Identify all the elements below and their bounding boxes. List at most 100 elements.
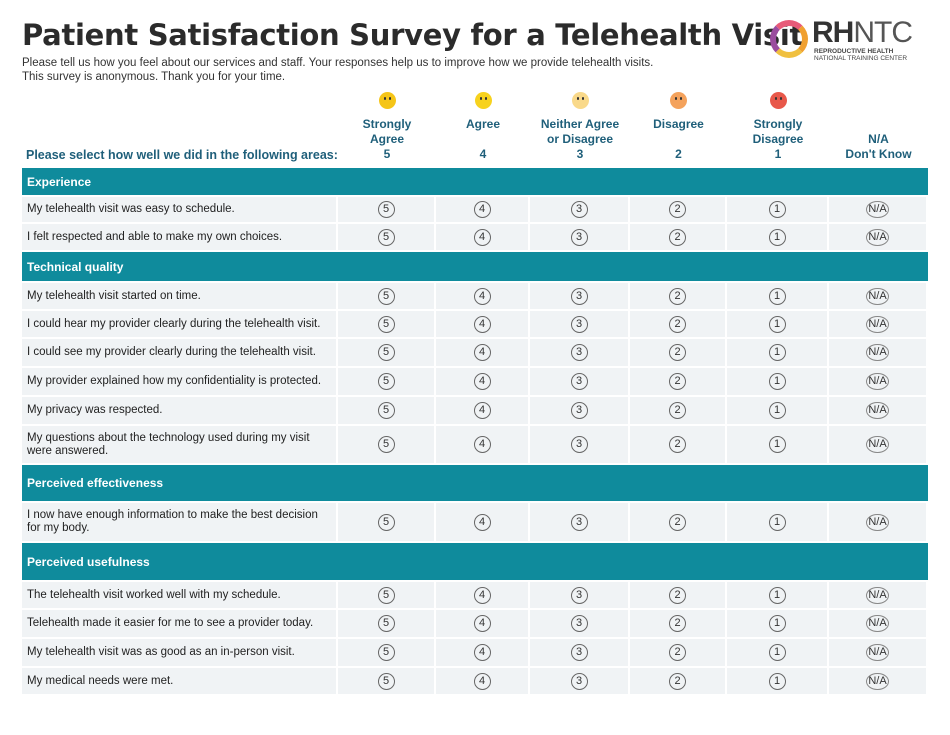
scale-value: Don't Know (845, 147, 912, 161)
answer-option-2[interactable]: 2 (669, 513, 686, 531)
answer-cell: 5 (338, 668, 436, 694)
answer-option-5[interactable]: 5 (377, 315, 395, 333)
answer-option-2[interactable]: 2 (669, 228, 686, 246)
answer-cell: N/A (829, 639, 928, 666)
answer-option-2[interactable]: 2 (669, 615, 686, 632)
answer-option-3[interactable]: 3 (570, 228, 588, 246)
answer-option-3[interactable]: 3 (570, 402, 588, 419)
answer-option-4[interactable]: 4 (473, 513, 491, 531)
answer-option-5[interactable]: 5 (377, 644, 395, 661)
answer-option-1[interactable]: 1 (768, 373, 786, 390)
scale-label: Agree (369, 132, 404, 146)
answer-option-2[interactable]: 2 (669, 672, 686, 690)
answer-option-1[interactable]: 1 (768, 644, 786, 661)
answer-option-1[interactable]: 1 (768, 436, 786, 453)
answer-option-1[interactable]: 1 (768, 402, 786, 419)
answer-option-2[interactable]: 2 (669, 287, 686, 305)
answer-option-2[interactable]: 2 (669, 373, 686, 390)
answer-option-3[interactable]: 3 (570, 436, 588, 453)
answer-option-2[interactable]: 2 (669, 344, 686, 361)
answer-cell: 2 (630, 311, 727, 337)
answer-option-5[interactable]: 5 (377, 287, 395, 305)
answer-option-1[interactable]: 1 (768, 315, 786, 333)
answer-option-3[interactable]: 3 (570, 344, 588, 361)
answer-option-na[interactable]: N/A (866, 436, 889, 453)
answer-cell: N/A (829, 503, 928, 541)
answer-option-1[interactable]: 1 (768, 344, 786, 361)
question-row: I could hear my provider clearly during … (22, 311, 928, 339)
answer-option-4[interactable]: 4 (473, 344, 491, 361)
answer-option-1[interactable]: 1 (768, 586, 786, 604)
answer-option-4[interactable]: 4 (473, 586, 491, 604)
answer-option-na[interactable]: N/A (866, 672, 889, 690)
answer-cell: 5 (338, 610, 436, 637)
answer-option-4[interactable]: 4 (473, 201, 491, 218)
question-row: I could see my provider clearly during t… (22, 339, 928, 368)
answer-option-3[interactable]: 3 (570, 201, 588, 218)
answer-option-na[interactable]: N/A (866, 344, 889, 361)
scale-value: 5 (383, 147, 391, 161)
answer-option-5[interactable]: 5 (377, 672, 395, 690)
answer-option-2[interactable]: 2 (669, 315, 686, 333)
answer-option-3[interactable]: 3 (570, 615, 588, 632)
answer-option-1[interactable]: 1 (768, 201, 786, 218)
answer-option-4[interactable]: 4 (473, 436, 491, 453)
answer-option-2[interactable]: 2 (669, 586, 686, 604)
answer-option-5[interactable]: 5 (377, 344, 395, 361)
answer-option-2[interactable]: 2 (669, 201, 686, 218)
answer-option-4[interactable]: 4 (473, 315, 491, 333)
answer-option-4[interactable]: 4 (473, 373, 491, 390)
answer-option-5[interactable]: 5 (377, 228, 395, 246)
answer-option-na[interactable]: N/A (866, 586, 889, 604)
answer-option-3[interactable]: 3 (570, 373, 588, 390)
answer-option-5[interactable]: 5 (377, 373, 395, 390)
answer-option-3[interactable]: 3 (570, 315, 588, 333)
answer-option-2[interactable]: 2 (669, 402, 686, 419)
scale-label: Strongly (362, 117, 412, 131)
answer-option-3[interactable]: 3 (570, 672, 588, 690)
question-row: I felt respected and able to make my own… (22, 224, 928, 252)
answer-option-na[interactable]: N/A (866, 402, 889, 419)
answer-cell: N/A (829, 610, 928, 637)
answer-option-na[interactable]: N/A (866, 513, 889, 531)
answer-cell: 4 (436, 639, 530, 666)
answer-option-3[interactable]: 3 (570, 586, 588, 604)
answer-option-na[interactable]: N/A (866, 228, 889, 246)
question-text: My telehealth visit was as good as an in… (22, 639, 338, 666)
answer-option-3[interactable]: 3 (570, 513, 588, 531)
answer-option-2[interactable]: 2 (669, 644, 686, 661)
answer-cell: 4 (436, 503, 530, 541)
answer-option-4[interactable]: 4 (473, 615, 491, 632)
answer-option-na[interactable]: N/A (866, 615, 889, 632)
answer-option-2[interactable]: 2 (669, 436, 686, 453)
answer-cell: 4 (436, 224, 530, 250)
answer-option-4[interactable]: 4 (473, 287, 491, 305)
answer-option-na[interactable]: N/A (866, 201, 889, 218)
scale-column-3: Disagree 2 (630, 92, 727, 162)
answer-option-5[interactable]: 5 (377, 586, 395, 604)
answer-option-4[interactable]: 4 (473, 644, 491, 661)
answer-option-na[interactable]: N/A (866, 315, 889, 333)
answer-option-5[interactable]: 5 (377, 513, 395, 531)
answer-option-3[interactable]: 3 (570, 644, 588, 661)
answer-option-1[interactable]: 1 (768, 228, 786, 246)
answer-cell: 2 (630, 197, 727, 222)
answer-option-na[interactable]: N/A (866, 644, 889, 661)
answer-cell: 2 (630, 426, 727, 463)
answer-option-5[interactable]: 5 (377, 201, 395, 218)
answer-option-4[interactable]: 4 (473, 402, 491, 419)
answer-option-1[interactable]: 1 (768, 672, 786, 690)
answer-option-4[interactable]: 4 (473, 672, 491, 690)
answer-cell: 4 (436, 197, 530, 222)
answer-option-na[interactable]: N/A (866, 287, 889, 305)
question-text: I felt respected and able to make my own… (22, 224, 338, 250)
answer-option-1[interactable]: 1 (768, 287, 786, 305)
answer-option-5[interactable]: 5 (377, 402, 395, 419)
answer-option-na[interactable]: N/A (866, 373, 889, 390)
answer-option-5[interactable]: 5 (377, 436, 395, 453)
answer-option-4[interactable]: 4 (473, 228, 491, 246)
answer-option-1[interactable]: 1 (768, 615, 786, 632)
answer-option-3[interactable]: 3 (570, 287, 588, 305)
answer-option-5[interactable]: 5 (377, 615, 395, 632)
answer-option-1[interactable]: 1 (768, 513, 786, 531)
